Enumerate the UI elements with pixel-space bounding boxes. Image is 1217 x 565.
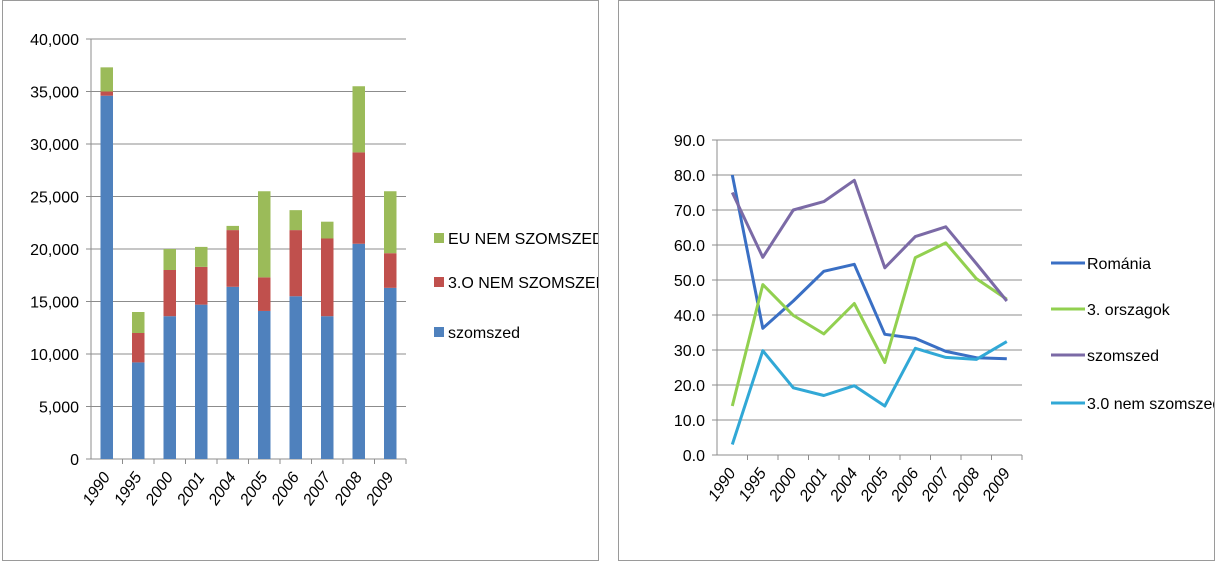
line-chart: 0.0 10.0 20.0 30.0 40.0 50.0 60.0 70.0 80.0 90.0 1… <box>674 133 1217 506</box>
bar-segment <box>289 296 302 459</box>
bar-segment <box>100 91 113 96</box>
bar-segment <box>289 230 302 297</box>
legend-label: EU NEM SZOMSZED <box>448 231 598 248</box>
stacked-bar-chart: 0 5,000 10,000 15,000 20,000 25,000 30,000 35,0… <box>30 32 607 510</box>
bar-segment <box>163 316 176 459</box>
legend-label: 3.0 nem szomszed <box>1087 396 1214 413</box>
bar-segment <box>163 249 176 270</box>
x-tick-label: 2001 <box>174 470 209 510</box>
y-tick-label: 20,000 <box>30 242 79 259</box>
bar-segment <box>226 230 239 287</box>
x-tick-label: 2007 <box>918 465 954 506</box>
bar-segment <box>195 246 208 267</box>
x-tick-label: 2001 <box>796 466 831 506</box>
bar-segment <box>321 316 334 459</box>
y-tick-label: 35,000 <box>30 85 79 102</box>
y-tick-label: 10,000 <box>30 347 79 364</box>
x-tick-label: 2005 <box>237 469 272 509</box>
bar-segment <box>195 304 208 459</box>
y-tick-label: 0 <box>70 452 79 469</box>
y-tick-label: 80.0 <box>674 168 705 185</box>
bar-segment <box>132 312 145 333</box>
y-tick-label: 25,000 <box>30 190 79 207</box>
x-tick-label: 1995 <box>736 465 770 504</box>
y-tick-label: 5,000 <box>39 400 79 417</box>
series-line <box>730 340 1008 445</box>
y-tick-label: 40.0 <box>674 308 705 325</box>
bar-segment <box>352 86 365 153</box>
bar-segment <box>100 67 113 92</box>
legend-label: 3. orszagok <box>1087 302 1171 319</box>
series-line <box>730 174 1007 361</box>
y-tick-label: 90.0 <box>674 133 705 150</box>
bar-segment <box>321 238 334 317</box>
x-tick-label: 2008 <box>331 469 366 509</box>
bar-segment <box>258 191 271 278</box>
stacked-bar-chart-panel: 0 5,000 10,000 15,000 20,000 25,000 30,000 35,0… <box>2 0 607 561</box>
y-tick-label: 70.0 <box>674 203 705 220</box>
bar-segment <box>352 152 365 244</box>
y-tick-label: 20.0 <box>674 378 705 395</box>
bar-segment <box>384 287 397 459</box>
x-tick-label: 2006 <box>268 469 303 509</box>
y-tick-label: 15,000 <box>30 295 79 312</box>
y-tick-label: 40,000 <box>30 32 79 49</box>
x-tick-label: 2005 <box>857 465 892 505</box>
bar-segment <box>195 266 208 305</box>
bar-segment <box>289 210 302 231</box>
bar-segment <box>352 243 365 459</box>
legend-swatch <box>434 327 444 337</box>
x-tick-label: 2000 <box>766 465 801 505</box>
bar-segment <box>226 286 239 459</box>
bar-segment <box>321 221 334 239</box>
x-tick-label: 2004 <box>827 465 862 505</box>
bar-segment <box>163 270 176 317</box>
bar-segment <box>132 362 145 459</box>
y-tick-label: 50.0 <box>674 273 705 290</box>
x-tick-label: 1990 <box>705 465 739 504</box>
x-tick-label: 2008 <box>949 465 984 505</box>
bar-segment <box>132 333 145 363</box>
x-tick-label: 2000 <box>142 469 177 509</box>
bar-segment <box>100 95 113 459</box>
x-tick-label: 2009 <box>363 469 398 509</box>
bar-segment <box>258 277 271 311</box>
legend-label: 3.O NEM SZOMSZED <box>448 275 598 292</box>
series-line <box>730 178 1008 302</box>
legend-label: szomszed <box>1087 348 1159 365</box>
line-chart-panel: 0.0 10.0 20.0 30.0 40.0 50.0 60.0 70.0 80.0 90.0 1… <box>618 0 1217 561</box>
series-line <box>730 241 1008 407</box>
x-tick-label: 2004 <box>205 469 240 509</box>
legend-label: szomszed <box>448 325 520 342</box>
legend-label: Románia <box>1087 256 1151 273</box>
bar-segment <box>384 253 397 288</box>
x-tick-label: 2007 <box>300 469 336 510</box>
y-tick-label: 60.0 <box>674 238 705 255</box>
x-tick-label: 2006 <box>888 465 923 505</box>
bar-segment <box>258 310 271 459</box>
y-tick-label: 0.0 <box>683 448 705 465</box>
x-tick-label: 1995 <box>111 469 145 508</box>
bar-segment <box>226 225 239 231</box>
x-tick-label: 2009 <box>979 465 1014 505</box>
legend-swatch <box>434 233 444 243</box>
y-tick-label: 10.0 <box>674 413 705 430</box>
x-tick-label: 1990 <box>80 469 114 508</box>
bar-segment <box>384 191 397 254</box>
y-tick-label: 30,000 <box>30 137 79 154</box>
legend-swatch <box>434 277 444 287</box>
y-tick-label: 30.0 <box>674 343 705 360</box>
